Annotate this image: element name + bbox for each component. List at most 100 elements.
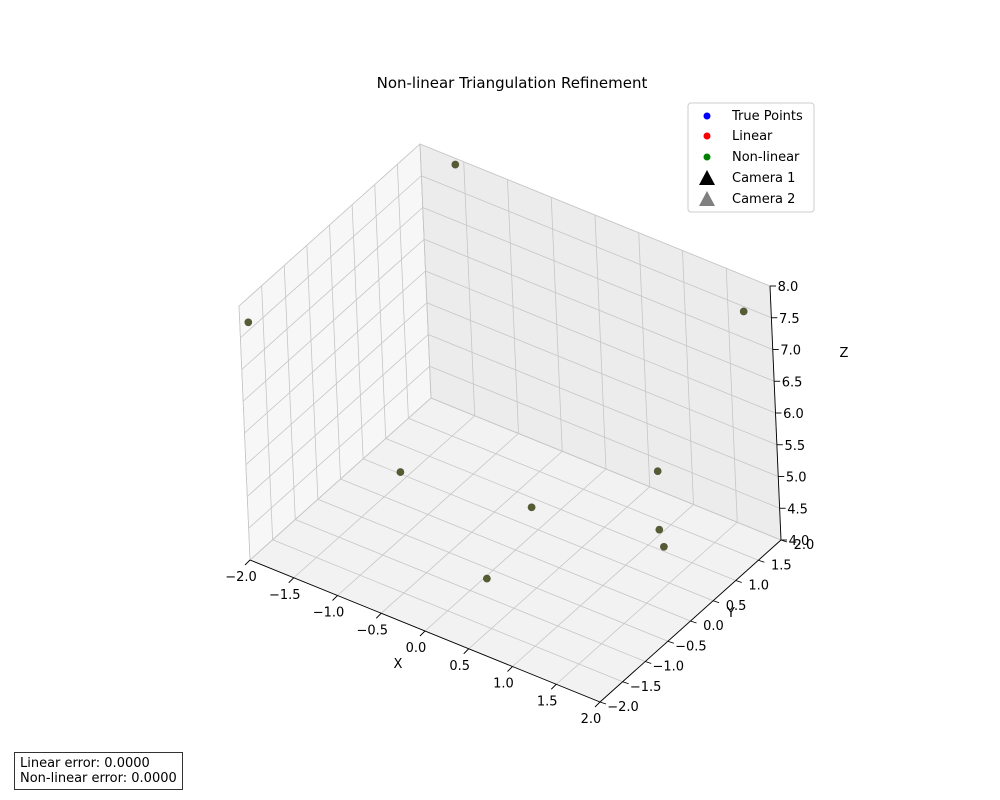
non-linear-point [396,468,405,476]
y-axis-label: Y [726,606,735,621]
z-tick-label: 7.5 [779,312,800,327]
non-linear-point [739,307,748,316]
x-tick-label: −2.0 [225,570,257,585]
back-wall-grid-x [682,250,694,505]
y-tick-label: 2.0 [794,538,815,553]
x-tick [507,666,513,672]
error-annotation-box: Linear error: 0.0000 Non-linear error: 0… [14,752,183,790]
back-wall-grid-z [425,270,776,414]
x-tick-label: −1.0 [313,606,345,621]
z-tick-label: 4.5 [787,502,808,517]
floor-grid-x [468,486,651,650]
left-wall-grid-y [419,143,432,399]
y-tick-label: 1.5 [771,558,792,573]
z-tick-label: 4.0 [789,534,810,549]
floor-grid-x [512,504,694,667]
non-linear-point [483,574,491,583]
legend-marker-linear [703,132,711,140]
x-tick [550,683,557,690]
z-tick-label: 7.0 [780,344,801,359]
left-wall-grid-z [238,143,421,307]
y-tick-label: −1.0 [652,660,684,675]
legend-label-non-linear: Non-linear [732,150,800,165]
grid-lines [238,143,782,703]
y-tick [622,681,629,685]
y-tick-label: 0.0 [703,619,724,634]
nonlinear-error-text: Non-linear error: 0.0000 [20,771,177,786]
non-linear-point [655,525,664,534]
back-wall-grid-x [725,268,738,523]
y-tick [599,701,607,705]
non-linear-point [244,318,253,327]
z-tick-label: 6.5 [782,375,803,390]
z-tick-label: 6.0 [783,407,804,422]
legend-frame [687,102,815,213]
linear-error-text: Linear error: 0.0000 [20,756,150,771]
y-tick [780,539,788,543]
data-points [244,160,748,583]
z-axis-label: Z [840,346,849,361]
y-tick [667,640,675,644]
non-linear-point [527,503,536,512]
floor-grid-y [408,417,759,561]
back-wall-grid-z [421,175,772,319]
y-tick-label: 0.5 [726,599,747,614]
legend-marker-true-points [703,112,711,120]
x-tick-label: 1.0 [493,677,514,692]
legend-label-camera-1: Camera 1 [732,171,795,186]
left-wall-grid-y [396,164,409,419]
y-tick-label: −2.0 [607,700,639,715]
y-tick-label: 1.0 [748,579,769,594]
left-wall-grid-z [242,238,425,402]
legend-label-linear: Linear [732,129,773,144]
y-tick [758,559,765,563]
left-wall-grid-z [241,207,424,370]
y-tick-label: −0.5 [675,639,707,654]
legend-marker-camera-2 [699,191,715,206]
z-tick-label: 8.0 [778,280,799,295]
x-axis-label: X [394,657,403,672]
left-wall-grid-y [351,204,364,459]
x-tick [332,595,338,601]
x-tick [594,701,601,708]
back-wall-grid-z [419,143,771,287]
back-wall-grid-x [638,232,651,487]
x-tick-label: 0.5 [449,659,470,674]
z-tick-label: 5.5 [785,439,806,454]
legend-marker-camera-1 [699,170,715,185]
floor-grid-y [430,397,782,541]
back-wall-grid-z [423,238,775,382]
left-wall-grid-z [240,175,422,339]
legend-label-true-points: True Points [731,109,803,124]
non-linear-point [660,543,668,551]
y-tick [645,661,652,664]
left-wall-grid-y [374,184,387,439]
legend-label-camera-2: Camera 2 [732,192,795,207]
chart-title: Non-linear Triangulation Refinement [377,74,648,92]
floor-grid-y [362,458,714,602]
x-tick-label: −1.5 [269,588,301,603]
y-tick-label: −1.5 [630,680,662,695]
legend: True Points Linear Non-linear Camera 1 C… [687,102,815,213]
legend-marker-non-linear [703,153,711,161]
floor-grid-y [340,478,691,622]
axis-ticks: −2.0 −2.0 4.0 −1.5 −1.5 4.5 −1.0 −1.0 5.0 −0.5 −0.… [225,280,814,727]
back-wall-grid-z [422,207,773,350]
non-linear-point [451,160,460,169]
z-tick-label: 5.0 [786,471,807,486]
floor-grid-x [555,521,738,685]
y-tick [712,600,720,604]
x-tick-label: −0.5 [356,623,388,638]
y-tick [735,580,742,583]
x-tick [288,577,295,584]
x-tick-label: 2.0 [581,712,602,727]
x-tick [419,630,426,637]
floor-grid-y [385,438,736,581]
non-linear-point [653,467,662,476]
x-tick [244,559,251,566]
x-tick [375,612,382,619]
x-tick-label: 1.5 [537,694,558,709]
left-wall-grid-z [244,270,426,434]
x-tick-label: 0.0 [406,641,427,656]
